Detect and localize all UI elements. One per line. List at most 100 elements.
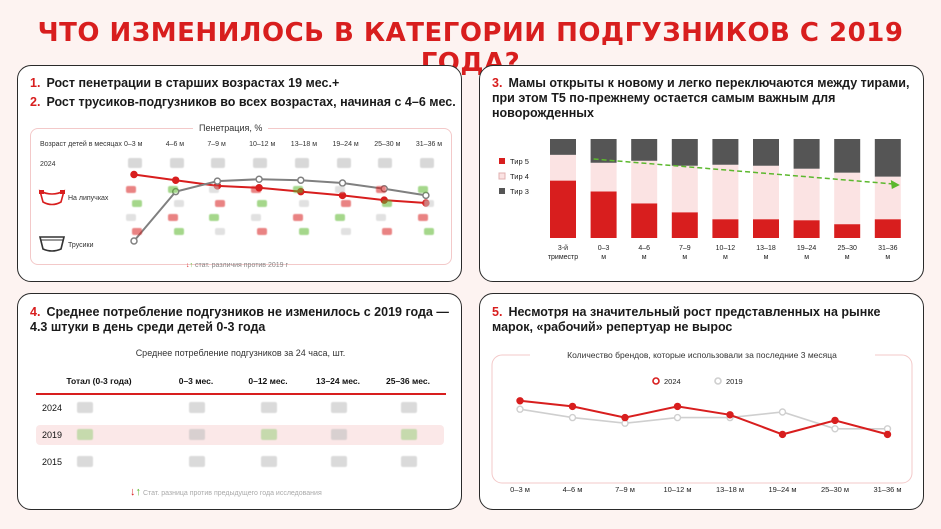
data-point (673, 402, 682, 411)
bar-segment (590, 139, 617, 163)
bar-segment (874, 176, 901, 220)
data-point (338, 191, 347, 200)
data-point (171, 176, 180, 184)
data-point (621, 413, 629, 422)
subtitle-bg (530, 349, 875, 361)
age-header: 0–3 м (124, 141, 143, 148)
table-column-header: 13–24 мес. (316, 376, 360, 386)
bar-segment (712, 164, 739, 220)
blurred-stat (340, 200, 351, 207)
legend-label: Тир 5 (510, 157, 529, 166)
blurred-stat (292, 186, 303, 193)
blurred-stat (298, 228, 309, 235)
bar-segment (590, 191, 617, 238)
bar-segment (793, 139, 820, 169)
legend-label: 2019 (726, 377, 743, 386)
data-point (130, 237, 138, 245)
category-label: 0–3 м (510, 485, 530, 494)
panel-tiers: 3. Мамы открыты к новому и легко переключ… (479, 65, 924, 282)
brands-subtitle: Количество брендов, которые использовали… (567, 350, 837, 360)
point-3: 3. Мамы открыты к новому и легко переключ… (492, 76, 910, 120)
category-label: 4–6 м (563, 485, 583, 494)
point-4: 4. Среднее потребление подгузников не изм… (30, 305, 449, 334)
blurred-cell (77, 402, 93, 413)
age-header: 4–6 м (165, 141, 185, 148)
bar-segment (834, 224, 861, 238)
blurred-stat (173, 228, 184, 235)
penetration-chart (130, 170, 430, 245)
table-row-year: 2024 (42, 403, 63, 413)
blurred-cell (189, 429, 205, 440)
blurred-value (336, 158, 351, 168)
blurred-value (419, 158, 434, 168)
blurred-stat (340, 228, 351, 235)
bar-segment (550, 180, 576, 238)
blurred-stat (257, 228, 268, 235)
row-pants-label: Трусики (68, 242, 94, 249)
bar-segment (753, 139, 779, 166)
bar-segment (671, 212, 698, 238)
blurred-stat (215, 228, 226, 235)
legend-label: Тир 4 (510, 172, 529, 181)
bar-segment (671, 139, 698, 166)
category-label: 19–24 м (768, 485, 796, 494)
data-point (213, 177, 222, 185)
data-point (673, 413, 682, 422)
consumption-footnote: ↓↑ Стат. разница против предыдущего года… (130, 486, 322, 498)
table-header-rule (36, 393, 446, 395)
blurred-stat (251, 186, 262, 193)
consumption-subtitle: Среднее потребление подгузников за 24 ча… (135, 348, 346, 358)
blurred-stat (382, 200, 393, 207)
row-tape-label: На липучках (68, 195, 109, 202)
blurred-stat (334, 186, 345, 193)
bar-segment (753, 165, 779, 220)
age-header: 7–9 м (207, 141, 226, 148)
chart-frame (491, 354, 913, 484)
bar-segment (793, 220, 820, 238)
blurred-stat (126, 214, 136, 221)
blurred-cell (331, 429, 347, 440)
category-label: 3-й (558, 244, 568, 252)
blurred-cell (189, 402, 205, 413)
table-row-year: 2015 (42, 457, 63, 467)
data-point (568, 413, 577, 422)
panel-penetration: 1. Рост пенетрации в старших возрастах 19… (17, 65, 462, 282)
blurred-cell (189, 456, 205, 467)
blurred-value (253, 158, 268, 168)
blurred-stat (417, 214, 428, 221)
category-label: 25–30 (837, 245, 857, 252)
point-5: 5. Несмотря на значительный рост представ… (492, 305, 881, 334)
bar-segment (834, 139, 861, 173)
legend-marker (714, 377, 722, 385)
bar-segment (631, 160, 658, 204)
tier-stacked-bar-chart: 3-й триместр 0–3 м 4–6 м 7–9 м 10–12 м 13–18 м 19–24… (498, 139, 901, 261)
bar-segment (834, 172, 861, 225)
blurred-stat (167, 186, 178, 193)
series-line (133, 173, 426, 204)
category-label: 4–6 (638, 245, 650, 252)
blurred-stat (209, 214, 220, 221)
diaper-pants-icon (38, 234, 66, 259)
blurred-cell (261, 402, 277, 413)
table-column-header: 0–12 мес. (248, 376, 288, 386)
category-label: 0–3 (598, 245, 610, 252)
category-label: 13–18 (756, 245, 776, 252)
table-column-header: 25–36 мес. (386, 376, 430, 386)
bar-segment (753, 219, 779, 238)
age-header: 31–36 м (415, 141, 443, 148)
bar-segment (631, 139, 658, 161)
legend-swatch (498, 172, 506, 180)
blurred-stat (126, 186, 136, 193)
blurred-cell (261, 429, 277, 440)
data-point (883, 430, 892, 439)
point-2: 2. Рост трусиков-подгузников во всех возр… (30, 95, 456, 109)
blurred-value (128, 158, 142, 168)
trend-line (593, 158, 894, 185)
legend-swatch (499, 188, 505, 194)
age-header: 25–30 м (374, 141, 401, 148)
trend-arrow-icon (890, 180, 900, 189)
blurred-stat (423, 200, 434, 207)
category-label: 13–18 м (716, 485, 744, 494)
bar-segment (631, 203, 658, 238)
blurred-value (211, 158, 226, 168)
